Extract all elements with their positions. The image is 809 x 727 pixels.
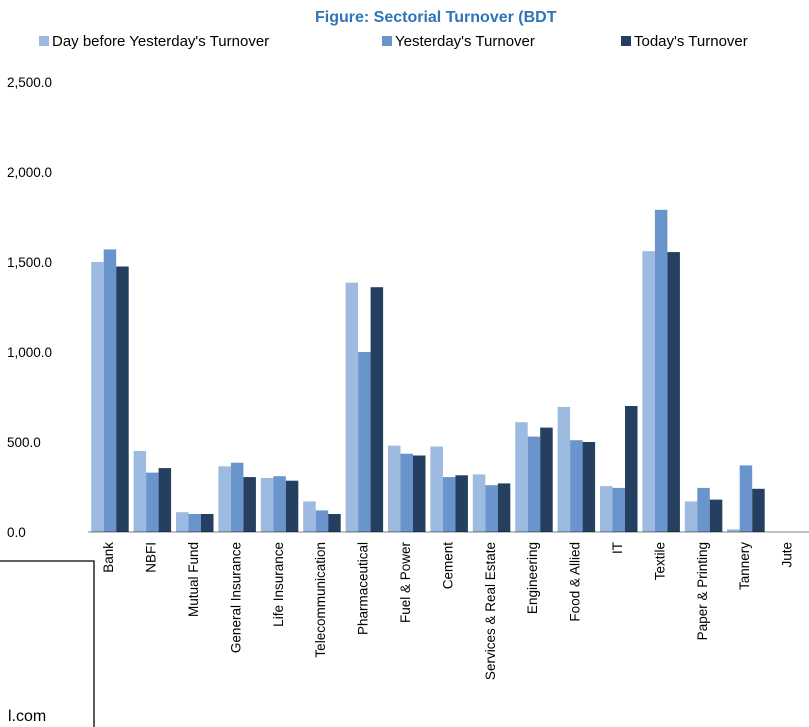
bar-today	[752, 488, 765, 532]
bar-today	[158, 468, 172, 532]
bar-yesterday	[654, 209, 668, 533]
bar-yesterday	[442, 477, 456, 532]
bar-day-before	[388, 445, 401, 532]
bar-today	[328, 514, 341, 532]
y-tick-label: 2,500.0	[7, 75, 52, 90]
category-label: General Insurance	[228, 542, 243, 653]
legend-swatch-today	[621, 36, 631, 46]
category-label: Food & Allied	[568, 542, 583, 622]
legend-swatch-yesterday	[382, 36, 392, 46]
legend-swatch-day-before	[39, 36, 49, 46]
bar-day-before	[472, 474, 486, 532]
bar-today	[285, 480, 299, 532]
footer-box-border	[0, 560, 95, 727]
bar-day-before	[176, 512, 189, 532]
bar-today	[582, 442, 596, 532]
footer-text: l.com	[8, 708, 46, 725]
bar-yesterday	[188, 514, 201, 532]
bar-yesterday	[570, 440, 583, 532]
bar-day-before	[600, 486, 613, 532]
category-label: NBFI	[144, 542, 159, 573]
bar-today	[709, 499, 723, 532]
bar-yesterday	[527, 436, 541, 532]
bar-today	[497, 483, 511, 532]
bar-today	[243, 477, 256, 532]
category-label: Jute	[780, 542, 795, 568]
bar-today	[455, 475, 468, 532]
bar-today	[625, 406, 638, 532]
bar-yesterday	[146, 472, 159, 532]
bar-yesterday	[485, 485, 498, 532]
bar-today	[667, 252, 680, 532]
bar-day-before	[260, 478, 274, 532]
chart-title: Figure: Sectorial Turnover (BDT	[315, 9, 557, 26]
category-label: IT	[610, 542, 625, 554]
bar-yesterday	[273, 476, 286, 532]
category-label: Telecommunication	[313, 542, 328, 658]
bar-yesterday	[400, 453, 413, 532]
category-label: Mutual Fund	[186, 542, 201, 617]
bar-yesterday	[230, 462, 244, 532]
bar-day-before	[133, 451, 147, 532]
bar-today	[370, 287, 384, 532]
bar-day-before	[218, 466, 231, 532]
bar-day-before	[642, 251, 655, 532]
footer-box: l.com	[0, 560, 95, 727]
y-tick-label: 500.0	[7, 435, 41, 450]
y-tick-label: 1,000.0	[7, 345, 52, 360]
bars	[91, 209, 765, 533]
bar-yesterday	[358, 352, 371, 532]
bar-day-before	[430, 446, 443, 532]
bar-today	[540, 427, 553, 532]
category-label: Life Insurance	[271, 542, 286, 627]
bar-day-before	[684, 501, 698, 532]
category-label: Fuel & Power	[398, 542, 413, 624]
bar-yesterday	[697, 487, 710, 532]
legend-label-yesterday: Yesterday's Turnover	[395, 33, 535, 50]
category-label: Tannery	[737, 542, 752, 590]
legend: Day before Yesterday's Turnover Yesterda…	[39, 33, 748, 50]
bar-yesterday	[315, 510, 329, 532]
bar-yesterday	[739, 465, 753, 532]
y-tick-label: 0.0	[7, 525, 26, 540]
bar-yesterday	[612, 487, 625, 532]
bar-day-before	[303, 501, 316, 532]
y-tick-label: 2,000.0	[7, 165, 52, 180]
category-label: Paper & Printing	[695, 542, 710, 640]
category-label: Textile	[652, 542, 667, 580]
bar-day-before	[345, 282, 359, 532]
bar-day-before	[557, 406, 571, 532]
bar-day-before	[727, 529, 740, 532]
legend-label-today: Today's Turnover	[634, 33, 748, 50]
bar-today	[413, 455, 426, 532]
bar-today	[116, 266, 129, 532]
legend-label-day-before: Day before Yesterday's Turnover	[52, 33, 269, 50]
category-label: Bank	[101, 542, 116, 573]
bar-yesterday	[103, 249, 117, 532]
category-label: Pharmaceutical	[356, 542, 371, 635]
category-labels: Bank NBFI Mutual Fund General Insurance Life…	[101, 542, 794, 681]
bar-day-before	[91, 262, 104, 532]
y-axis-ticks: 2,500.0 2,000.0 1,500.0 1,000.0 500.0 0.0	[7, 75, 52, 540]
category-label: Engineering	[525, 542, 540, 614]
category-label: Cement	[440, 542, 455, 590]
bar-today	[201, 514, 214, 532]
y-tick-label: 1,500.0	[7, 255, 52, 270]
bar-day-before	[515, 422, 528, 532]
category-label: Services & Real Estate	[483, 542, 498, 680]
